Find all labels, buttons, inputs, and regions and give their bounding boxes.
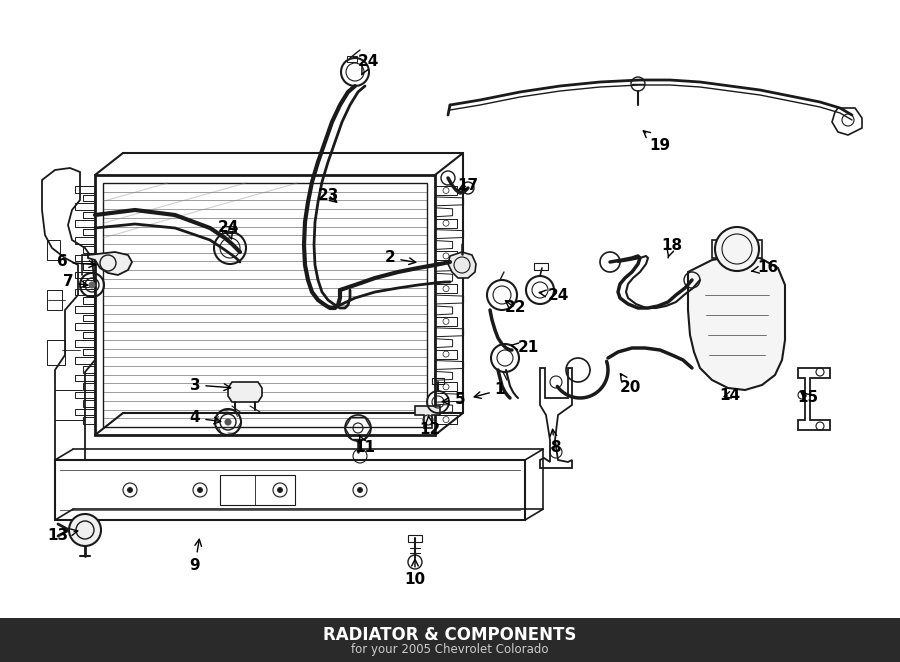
Text: 10: 10	[404, 559, 426, 587]
Circle shape	[357, 487, 363, 493]
Polygon shape	[448, 252, 476, 278]
Bar	[0, 618, 900, 662]
Text: 4: 4	[190, 410, 220, 426]
Text: 24: 24	[539, 287, 569, 303]
Text: 14: 14	[719, 387, 741, 402]
Text: 2: 2	[384, 250, 416, 265]
Text: 19: 19	[644, 131, 670, 152]
Polygon shape	[88, 252, 132, 275]
Text: 8: 8	[550, 429, 561, 455]
Circle shape	[128, 487, 132, 493]
Circle shape	[225, 419, 231, 425]
Text: 7: 7	[63, 275, 87, 289]
Circle shape	[89, 282, 95, 288]
Text: 16: 16	[752, 261, 778, 275]
Text: 24: 24	[357, 54, 379, 75]
Text: 1: 1	[474, 383, 505, 399]
Polygon shape	[228, 382, 262, 402]
Text: 11: 11	[355, 435, 375, 455]
Text: 9: 9	[190, 540, 202, 573]
Text: 12: 12	[419, 416, 441, 438]
Text: RADIATOR & COMPONENTS: RADIATOR & COMPONENTS	[323, 626, 577, 644]
Text: 13: 13	[48, 528, 77, 542]
Text: 24: 24	[217, 220, 239, 239]
Polygon shape	[712, 240, 762, 258]
Text: 23: 23	[318, 187, 338, 203]
Text: 18: 18	[662, 238, 682, 258]
Text: 20: 20	[619, 373, 641, 395]
Text: 3: 3	[190, 377, 230, 393]
Text: 15: 15	[797, 391, 819, 406]
Circle shape	[69, 514, 101, 546]
Text: 17: 17	[457, 177, 479, 193]
Text: for your 2005 Chevrolet Colorado: for your 2005 Chevrolet Colorado	[351, 643, 549, 657]
Circle shape	[277, 487, 283, 493]
Circle shape	[715, 227, 759, 271]
Circle shape	[197, 487, 202, 493]
Text: 21: 21	[511, 340, 538, 355]
Text: 6: 6	[57, 254, 95, 269]
Text: 22: 22	[504, 301, 526, 316]
Text: 5: 5	[442, 393, 465, 408]
Polygon shape	[415, 406, 440, 428]
Polygon shape	[688, 255, 785, 390]
